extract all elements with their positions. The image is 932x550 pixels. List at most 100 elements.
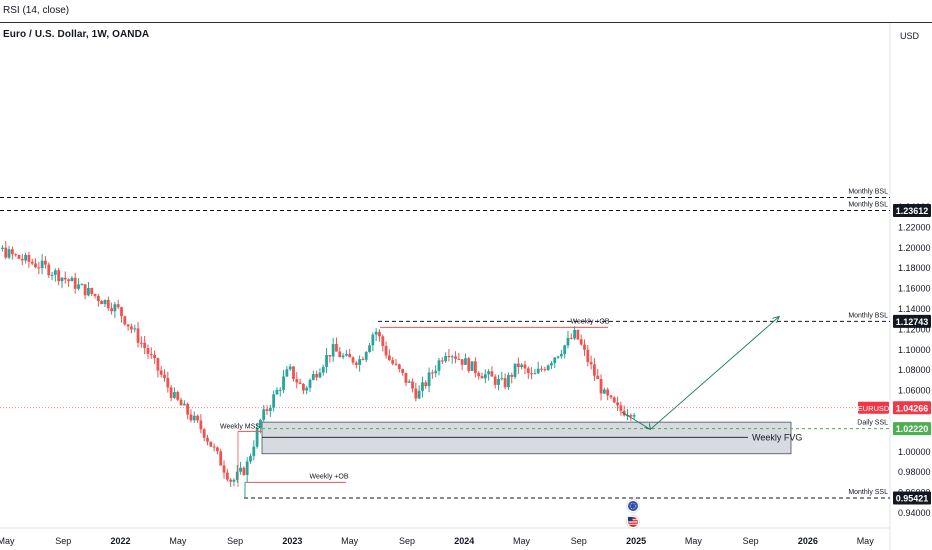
candle-body xyxy=(1,247,4,249)
candle-body xyxy=(14,254,18,256)
candle-body xyxy=(573,329,576,339)
candle-body xyxy=(579,339,583,345)
symbol-title[interactable]: Euro / U.S. Dollar, 1W, OANDA xyxy=(3,29,150,40)
flag-inner xyxy=(628,501,638,511)
eu-stars xyxy=(629,502,637,510)
candle-body xyxy=(358,359,362,365)
candle-body xyxy=(523,364,527,369)
candle-body xyxy=(421,382,424,391)
candle-body xyxy=(34,263,37,268)
candle-body xyxy=(63,277,67,280)
candle-body xyxy=(563,345,567,355)
candle-body xyxy=(464,358,467,365)
candle-body xyxy=(136,328,140,343)
candle-body xyxy=(344,354,348,356)
x-tick-label: Sep xyxy=(55,536,71,546)
candle-body xyxy=(192,415,196,421)
candle-body xyxy=(106,299,110,309)
candle-body xyxy=(186,403,190,415)
candle-body xyxy=(50,274,54,276)
candle-body xyxy=(596,375,600,379)
candle-body xyxy=(153,354,156,359)
y-tick-label: 1.16000 xyxy=(898,284,931,294)
x-tick-label: 2023 xyxy=(282,536,302,546)
candle-body xyxy=(335,344,338,352)
candle-body xyxy=(470,361,474,371)
weekly-ob-bottom-label: Weekly +OB xyxy=(310,473,349,480)
y-tick-label: 0.94000 xyxy=(898,508,931,518)
candle-body xyxy=(576,329,580,340)
candle-body xyxy=(166,378,170,388)
candle-body xyxy=(305,387,309,391)
candle-body xyxy=(404,372,408,383)
level-label: Daily SSL xyxy=(857,420,888,427)
candle-body xyxy=(232,479,236,482)
x-tick-label: May xyxy=(341,536,359,546)
candle-body xyxy=(606,389,610,396)
candle-body xyxy=(444,355,448,362)
y-tick-label: 1.00000 xyxy=(898,447,931,457)
candle-body xyxy=(130,326,133,330)
symbol-tag-text: EURUSD xyxy=(858,404,890,413)
candle-body xyxy=(146,348,150,354)
x-tick-label: May xyxy=(857,536,875,546)
x-tick-label: May xyxy=(0,536,15,546)
candle-body xyxy=(338,351,342,358)
candle-body xyxy=(149,353,153,355)
price-label-bg xyxy=(893,314,931,328)
candle-body xyxy=(120,307,123,317)
candle-body xyxy=(450,356,454,358)
candle-body xyxy=(503,378,507,388)
candle-body xyxy=(96,295,100,302)
candle-body xyxy=(67,279,70,282)
candle-body xyxy=(407,381,411,383)
candle-body xyxy=(93,294,97,296)
projection-arrowhead xyxy=(772,315,781,324)
candle-body xyxy=(298,382,302,384)
candle-body xyxy=(507,374,510,388)
candle-body xyxy=(202,429,206,438)
levels-layer: Monthly BSL Monthly BSL Monthly BSL Daily S… xyxy=(0,189,890,499)
candle-body xyxy=(292,366,295,380)
candle-body xyxy=(272,394,276,408)
price-label-bg xyxy=(893,203,931,217)
candle-body xyxy=(173,392,176,398)
candle-body xyxy=(556,356,560,358)
candle-body xyxy=(133,328,137,330)
candle-body xyxy=(44,260,47,265)
candle-body xyxy=(553,357,557,364)
candle-body xyxy=(397,364,401,370)
candle-body xyxy=(321,366,325,373)
candle-body xyxy=(103,299,107,305)
candle-body xyxy=(212,446,216,448)
candle-body xyxy=(467,358,471,371)
candle-body xyxy=(559,354,563,357)
candle-body xyxy=(533,373,537,375)
candle-body xyxy=(566,337,570,346)
candle-body xyxy=(311,374,315,380)
candle-body xyxy=(318,372,322,378)
candle-body xyxy=(24,254,28,261)
candle-body xyxy=(391,360,395,364)
y-tick-label: 1.18000 xyxy=(898,263,931,273)
candle-body xyxy=(361,359,365,361)
candle-body xyxy=(196,415,199,421)
candle-body xyxy=(599,378,603,394)
candle-body xyxy=(219,451,223,466)
candle-body xyxy=(543,369,547,371)
candle-body xyxy=(513,363,517,377)
candle-body xyxy=(90,288,94,295)
candle-body xyxy=(371,334,375,346)
candle-body xyxy=(60,277,64,282)
x-tick-label: Sep xyxy=(399,536,415,546)
candle-body xyxy=(378,331,381,337)
candle-body xyxy=(285,369,289,377)
candle-body xyxy=(331,344,335,357)
candle-body xyxy=(110,308,113,312)
x-tick-label: May xyxy=(685,536,703,546)
candle-body xyxy=(401,369,405,373)
projection-path xyxy=(621,316,780,430)
candle-body xyxy=(47,264,51,276)
projection-mid-arrowhead xyxy=(644,423,651,431)
